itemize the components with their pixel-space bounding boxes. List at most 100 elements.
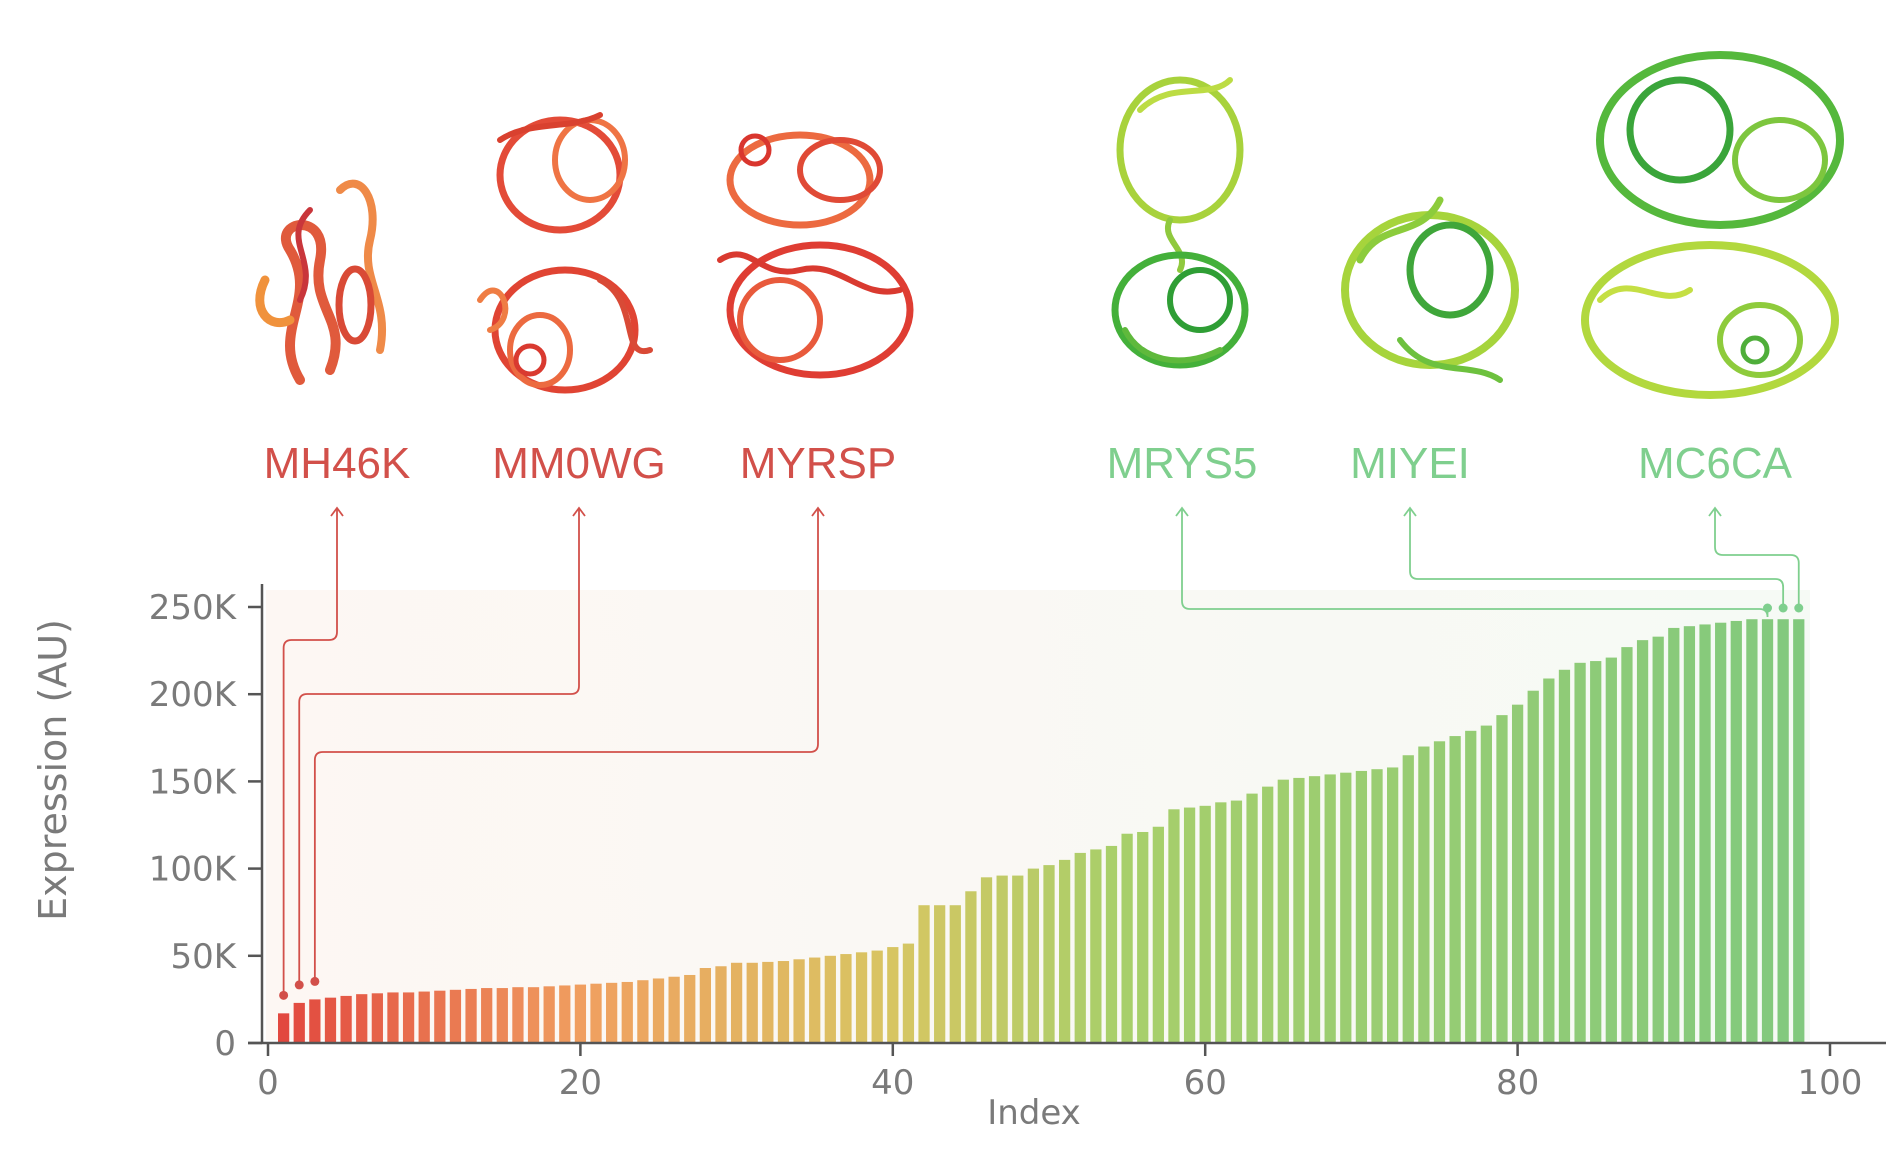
bar-18	[543, 986, 555, 1043]
bar-84	[1574, 662, 1586, 1043]
bar-71	[1371, 769, 1383, 1043]
bar-80	[1511, 704, 1524, 1043]
protein-label-mm0wg: MM0WG	[492, 439, 666, 488]
bar-5	[340, 995, 352, 1043]
leader-line-mm0wg	[298, 508, 580, 985]
x-tick-label: 100	[1798, 1063, 1863, 1103]
leader-arrowhead	[330, 506, 344, 517]
y-tick-label: 50K	[170, 937, 237, 977]
bar-series	[278, 619, 1805, 1043]
bar-21	[590, 983, 602, 1043]
bar-48	[1012, 875, 1024, 1043]
annotation-leaders	[279, 506, 1804, 1000]
bar-74	[1418, 746, 1430, 1043]
protein-label-mh46k: MH46K	[264, 439, 411, 488]
bar-98	[1793, 619, 1805, 1043]
x-tick-label: 80	[1496, 1063, 1539, 1103]
bar-59	[1183, 807, 1196, 1043]
bar-19	[559, 985, 571, 1043]
bar-9	[402, 992, 415, 1043]
bar-76	[1449, 736, 1461, 1043]
bar-88	[1636, 640, 1649, 1043]
bar-6	[356, 994, 368, 1043]
bar-43	[934, 905, 946, 1043]
bar-23	[621, 981, 633, 1043]
leader-dot	[279, 990, 289, 1000]
protein-structure-mc6ca	[1581, 51, 1844, 399]
bar-45	[965, 891, 977, 1043]
bar-4	[324, 997, 337, 1043]
bar-97	[1777, 619, 1789, 1043]
bar-11	[434, 990, 446, 1043]
leader-arrowhead	[1708, 506, 1722, 517]
bar-79	[1496, 715, 1508, 1043]
bar-86	[1605, 657, 1617, 1043]
bar-53	[1090, 849, 1102, 1043]
bar-10	[418, 991, 430, 1043]
y-tick-label: 100K	[149, 850, 238, 890]
bar-34	[793, 959, 805, 1043]
y-tick-label: 0	[214, 1024, 236, 1064]
bar-24	[637, 980, 649, 1043]
bar-61	[1215, 802, 1227, 1043]
bar-94	[1730, 620, 1742, 1043]
protein-structure-mm0wg	[477, 112, 653, 394]
bar-36	[824, 955, 836, 1043]
bar-72	[1387, 767, 1399, 1043]
bar-20	[574, 984, 587, 1043]
bar-26	[668, 976, 680, 1043]
bar-8	[387, 992, 399, 1043]
bar-77	[1465, 730, 1477, 1043]
bar-49	[1027, 868, 1040, 1043]
x-tick-label: 20	[559, 1063, 602, 1103]
leader-line-mc6ca	[1714, 508, 1800, 608]
x-tick-label: 60	[1184, 1063, 1227, 1103]
y-tick-label: 200K	[149, 675, 238, 715]
bar-7	[371, 993, 383, 1043]
bar-57	[1152, 826, 1164, 1043]
leader-dot	[310, 976, 320, 986]
x-axis-title: Index	[987, 1093, 1081, 1133]
x-tick-label: 40	[871, 1063, 914, 1103]
bar-15	[496, 988, 508, 1043]
bar-82	[1543, 678, 1555, 1043]
bar-14	[481, 988, 493, 1043]
bar-66	[1293, 777, 1305, 1043]
bar-27	[684, 974, 696, 1043]
bar-12	[449, 989, 462, 1043]
bar-69	[1340, 772, 1352, 1043]
bar-52	[1074, 852, 1086, 1043]
bar-42	[918, 905, 930, 1043]
leader-line-mh46k	[282, 508, 338, 996]
protein-label-mrys5: MRYS5	[1107, 439, 1258, 488]
leader-arrowhead	[811, 506, 825, 517]
leader-arrowhead	[1175, 506, 1189, 517]
bar-70	[1355, 770, 1368, 1043]
bar-13	[465, 988, 477, 1043]
bar-16	[512, 987, 524, 1043]
bar-31	[746, 962, 758, 1043]
protein-labels: MH46K MM0WG MYRSP MRYS5 MIYEI MC6CA	[264, 439, 1793, 488]
bar-60	[1199, 805, 1211, 1043]
protein-structure-mrys5	[1111, 76, 1249, 369]
x-tick-label: 0	[257, 1063, 279, 1103]
bar-73	[1402, 755, 1414, 1043]
leader-line-mrys5	[1181, 508, 1769, 618]
leader-line-myrsp	[313, 508, 819, 982]
bar-51	[1059, 859, 1071, 1043]
bar-93	[1715, 622, 1727, 1043]
bar-95	[1746, 619, 1758, 1043]
bar-25	[652, 978, 665, 1043]
bar-87	[1621, 647, 1633, 1043]
bar-64	[1262, 786, 1274, 1043]
leader-arrowhead	[1403, 506, 1417, 517]
bar-54	[1105, 845, 1118, 1043]
y-tick-label: 250K	[149, 588, 238, 628]
bar-46	[980, 877, 993, 1043]
bar-38	[855, 952, 868, 1043]
bar-33	[777, 961, 790, 1043]
protein-label-mc6ca: MC6CA	[1638, 439, 1793, 488]
bar-30	[730, 962, 743, 1043]
y-axis-title: Expression (AU)	[31, 619, 75, 921]
